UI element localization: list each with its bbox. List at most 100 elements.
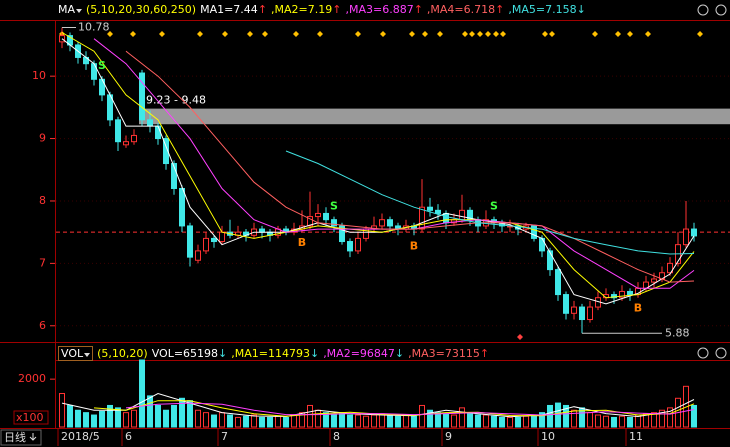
volume-bar xyxy=(355,414,361,428)
volume-bar xyxy=(379,413,385,428)
indicator-menu[interactable]: VOL xyxy=(58,346,94,361)
volume-bar xyxy=(211,414,217,428)
candle-body xyxy=(355,237,361,252)
candle-body xyxy=(211,237,217,243)
candle-body xyxy=(331,219,337,227)
period-label[interactable]: 日线 xyxy=(4,430,26,444)
icon-close[interactable] xyxy=(697,4,709,16)
menu-label[interactable]: MA xyxy=(58,3,76,16)
candle-body xyxy=(339,225,345,243)
candle-body xyxy=(179,187,185,227)
volume-bar xyxy=(499,416,505,428)
params: (5,10,20,30,60,250) xyxy=(86,3,197,16)
candle-body xyxy=(555,269,561,296)
candle-body xyxy=(155,125,161,140)
volume-bar xyxy=(315,409,321,428)
volume-bar xyxy=(403,414,409,428)
candle-body xyxy=(147,119,153,127)
volume-bar xyxy=(547,404,553,428)
ma-arrow: ↑ xyxy=(495,3,505,16)
frame xyxy=(0,20,730,429)
volume-bar xyxy=(371,414,377,428)
volume-bar xyxy=(235,416,241,428)
event-marker xyxy=(317,31,323,37)
volume-bar xyxy=(395,415,401,428)
ma-value: ,MA1=114793↓ xyxy=(231,347,319,360)
candle-body xyxy=(139,72,145,121)
candle-body xyxy=(587,306,593,321)
icon-add[interactable] xyxy=(715,4,727,16)
volume-bar xyxy=(587,412,593,428)
x-tick-label: 10 xyxy=(541,430,555,443)
candle-body xyxy=(163,138,169,165)
volume-bar xyxy=(91,414,97,428)
ma-value: ,MA5=7.158↓ xyxy=(508,3,585,16)
icon-close[interactable] xyxy=(697,347,709,359)
volume-bar xyxy=(331,414,337,428)
period-arrow xyxy=(29,433,37,441)
candle-body xyxy=(427,206,433,211)
event-marker xyxy=(462,31,468,37)
volume-bar xyxy=(651,412,657,428)
indicator-menu[interactable]: MA xyxy=(58,3,83,16)
candle-body xyxy=(571,306,577,314)
candle-body xyxy=(683,228,689,246)
volume-bar xyxy=(299,412,305,428)
candle-body xyxy=(667,262,673,274)
icon-add[interactable] xyxy=(715,347,727,359)
candle-body xyxy=(547,250,553,271)
ma-value: ,MA3=73115↑ xyxy=(408,347,489,360)
volume-bar xyxy=(323,412,329,428)
volume-bar xyxy=(515,416,521,428)
volume-bar xyxy=(435,412,441,428)
x-tick-label: 6 xyxy=(125,430,132,443)
candle-body xyxy=(347,241,353,252)
volume-bar xyxy=(531,414,537,428)
x-tick-label: 9 xyxy=(445,430,452,443)
candle-body xyxy=(219,231,225,243)
event-marker xyxy=(437,31,443,37)
menu-label[interactable]: VOL xyxy=(61,347,84,360)
y-tick-label: 10 xyxy=(32,69,46,82)
volume-bar xyxy=(243,415,249,428)
event-marker xyxy=(592,31,598,37)
volume-bar xyxy=(75,409,81,428)
ma-text: VOL=65198 xyxy=(151,347,219,360)
x-tick-label: 11 xyxy=(629,430,643,443)
volume-bar xyxy=(251,414,257,428)
ma-arrow: ↑ xyxy=(479,347,490,360)
candle-body xyxy=(307,216,313,227)
ma-line xyxy=(61,32,695,299)
candle-body xyxy=(651,278,657,283)
volume-bar xyxy=(275,415,281,428)
signal: S xyxy=(98,59,106,72)
unit-box xyxy=(13,410,49,425)
volume-bar xyxy=(523,415,529,428)
candle-body xyxy=(563,294,569,314)
ma-arrow: ↑ xyxy=(257,3,268,16)
volume-bar xyxy=(155,404,161,428)
ma-line xyxy=(125,402,695,416)
ma-text: ,MA1=114793 xyxy=(231,347,310,360)
gap-band xyxy=(139,108,730,125)
event-marker xyxy=(107,31,113,37)
candle-body xyxy=(115,119,121,143)
volume-bar xyxy=(611,416,617,428)
volume-bar xyxy=(219,412,225,428)
signal: S xyxy=(490,200,498,213)
event-marker xyxy=(627,31,633,37)
candle-body xyxy=(531,225,537,239)
volume-bar xyxy=(347,414,353,428)
candle-body xyxy=(627,290,633,296)
event-marker xyxy=(549,31,555,37)
candle-body xyxy=(203,237,209,252)
volume-bar xyxy=(67,404,73,428)
candle-body xyxy=(323,212,329,221)
candle-body xyxy=(187,225,193,258)
candle-body xyxy=(459,209,465,221)
volume-bar xyxy=(195,409,201,428)
period-box[interactable] xyxy=(0,429,42,446)
ma-text: ,MA3=6.887 xyxy=(345,3,414,16)
ma-text: ,MA5=7.158 xyxy=(508,3,577,16)
